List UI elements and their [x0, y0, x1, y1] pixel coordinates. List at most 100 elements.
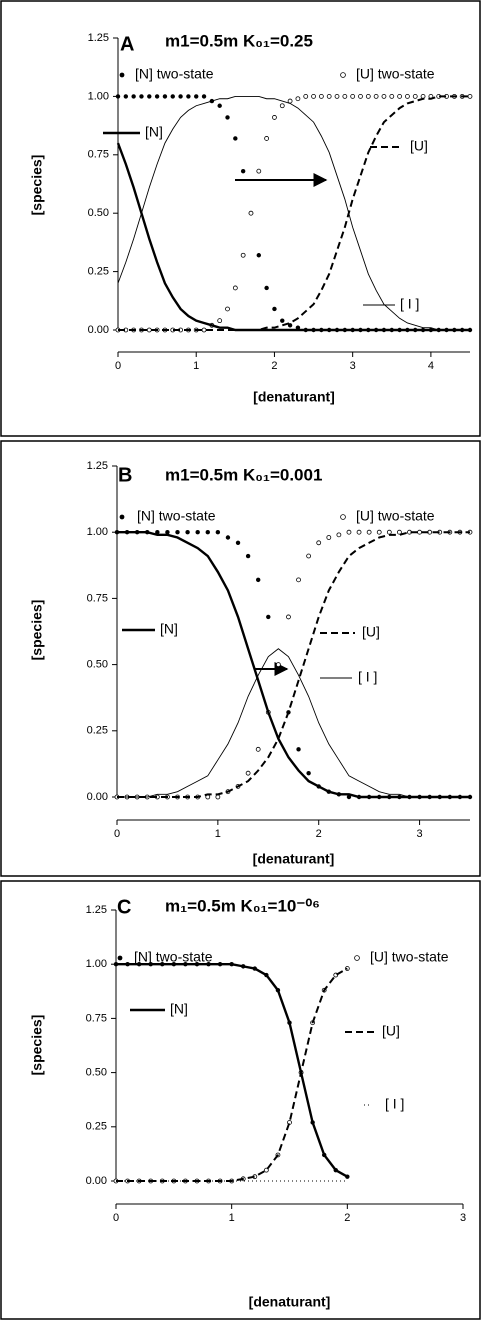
x-tick-label: 2 [316, 828, 322, 840]
data-point [358, 94, 363, 99]
y-tick-label: 1.25 [87, 460, 108, 472]
legend-label: [N] [145, 124, 163, 140]
legend-symbol [119, 72, 125, 78]
x-tick-label: 0 [115, 360, 121, 372]
y-axis-label: [species] [29, 1015, 45, 1076]
data-point [381, 94, 387, 99]
data-point [131, 94, 136, 99]
data-point [175, 530, 180, 535]
x-tick-label: 1 [229, 1212, 235, 1224]
data-point [245, 770, 251, 776]
data-point [147, 94, 152, 99]
data-point [256, 168, 262, 174]
series-line [117, 95, 470, 331]
legend-symbol [117, 955, 123, 961]
x-tick-label: 3 [460, 1212, 466, 1224]
data-point [467, 94, 473, 99]
series-line [118, 95, 470, 331]
data-point [155, 530, 160, 535]
data-point [303, 94, 309, 99]
x-tick-label: 0 [113, 1212, 119, 1224]
data-point [248, 210, 254, 216]
data-point [263, 1167, 269, 1173]
data-point [287, 98, 293, 104]
x-tick-label: 3 [350, 360, 356, 372]
legend-label: [ I ] [385, 1096, 404, 1112]
data-point [217, 103, 222, 108]
data-point [396, 529, 402, 535]
data-point [275, 662, 281, 667]
data-point [286, 614, 291, 620]
y-axis-label: [species] [29, 155, 45, 216]
legend-label: [U] two-state [356, 508, 435, 524]
data-point [139, 94, 144, 99]
y-tick-label: 0.75 [88, 149, 109, 161]
panel-frame [0, 0, 481, 437]
chart-title: m₁=0.5m K₀₁=10⁻⁰⁶ [165, 896, 320, 915]
data-point [295, 325, 301, 330]
data-point [170, 94, 175, 99]
data-point [405, 94, 410, 99]
data-point [280, 318, 285, 323]
data-point [397, 94, 403, 99]
y-tick-label: 0.75 [86, 1012, 107, 1024]
x-tick-label: 3 [417, 828, 423, 840]
data-point [272, 115, 277, 120]
data-point [334, 94, 340, 99]
data-point [240, 252, 246, 258]
data-point [295, 96, 301, 102]
data-point [154, 94, 160, 99]
series-line [116, 963, 348, 1178]
data-point [162, 94, 168, 99]
data-point [389, 94, 395, 99]
data-point [264, 136, 270, 141]
legend-label: [N] [170, 1001, 188, 1017]
y-tick-label: 1.00 [87, 526, 108, 538]
data-point [264, 285, 269, 291]
data-point [316, 540, 322, 546]
y-tick-label: 1.00 [88, 90, 109, 102]
panel-frame [0, 880, 481, 1320]
data-point [185, 530, 190, 535]
legend-label: [U] [382, 1023, 400, 1039]
legend-label: [U] two-state [356, 66, 435, 82]
y-tick-label: 0.75 [87, 592, 108, 604]
data-point [366, 529, 372, 535]
y-tick-label: 1.25 [86, 904, 107, 916]
data-point [195, 530, 200, 535]
data-point [266, 614, 271, 620]
data-point [225, 535, 231, 540]
panel-label: B [118, 464, 132, 486]
data-point [217, 318, 223, 324]
series-line [117, 531, 470, 799]
x-axis-label: [denaturant] [249, 1294, 331, 1310]
data-point [318, 94, 324, 99]
panel-label: C [117, 896, 131, 918]
data-point [350, 94, 356, 99]
legend-label: [N] [160, 621, 178, 637]
y-axis-label: [species] [29, 600, 45, 661]
data-point [186, 94, 191, 99]
data-point [417, 529, 422, 535]
y-tick-label: 1.25 [88, 32, 109, 44]
data-point [232, 285, 238, 291]
data-point [373, 94, 379, 99]
chart-title: m1=0.5m K₀₁=0.25 [165, 31, 313, 50]
series-line [117, 531, 470, 798]
y-tick-label: 0.50 [88, 207, 109, 219]
data-point [165, 530, 170, 535]
legend-label: [U] [410, 138, 428, 154]
legend-label: [ I ] [400, 296, 419, 312]
legend-symbol [354, 955, 360, 961]
legend-label: [ I ] [358, 669, 377, 685]
y-tick-label: 0.00 [86, 1175, 107, 1187]
y-tick-label: 0.25 [87, 725, 108, 737]
data-point [215, 794, 221, 800]
data-point [123, 94, 129, 99]
data-point [412, 94, 418, 99]
data-point [146, 327, 152, 333]
y-tick-label: 0.25 [88, 266, 109, 278]
data-point [296, 577, 301, 583]
y-tick-label: 0.25 [86, 1121, 107, 1133]
